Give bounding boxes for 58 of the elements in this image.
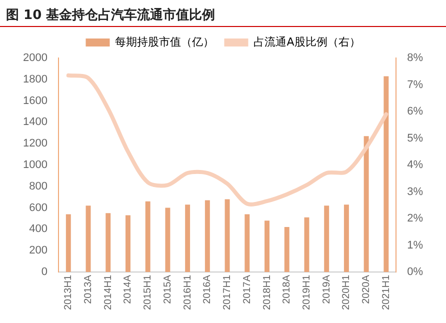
legend-label: 每期持股市值（亿） — [115, 35, 214, 48]
y-tick-label: 0 — [41, 266, 48, 278]
y2-tick-label: 3% — [407, 186, 424, 198]
y-tick-label: 600 — [29, 202, 48, 214]
bar — [364, 136, 369, 272]
bar — [106, 213, 111, 272]
y-tick-label: 1400 — [22, 116, 48, 128]
y-tick-label: 1600 — [22, 94, 48, 107]
x-tick-label: 2016A — [202, 274, 214, 304]
x-tick-label: 2017H1 — [222, 274, 234, 310]
y-tick-label: 400 — [29, 223, 48, 236]
bar — [284, 227, 290, 272]
x-tick-label: 2021H1 — [380, 274, 392, 310]
x-tick-label: 2013H1 — [63, 274, 74, 310]
bar — [145, 201, 150, 272]
y-tick-label: 200 — [29, 244, 48, 257]
bar — [86, 206, 91, 272]
x-tick-label: 2014H1 — [102, 274, 114, 310]
legend-label: 占流通A股比例（右） — [254, 35, 360, 48]
x-tick-label: 2014A — [122, 274, 134, 304]
chart-title: 图 10 基金持仓占汽车流通市值比例 — [0, 0, 446, 27]
bar — [165, 208, 170, 272]
bar — [224, 199, 230, 272]
x-tick-label: 2020A — [361, 274, 372, 304]
x-tick-label: 2013A — [83, 274, 94, 304]
x-tick-label: 2020H1 — [341, 274, 352, 310]
y2-tick-label: 7% — [407, 78, 424, 91]
x-tick-label: 2015H1 — [142, 274, 154, 310]
x-tick-label: 2018H1 — [262, 274, 273, 310]
bar — [66, 214, 71, 272]
y2-tick-label: 6% — [407, 106, 424, 118]
bar — [185, 204, 190, 272]
bar — [384, 76, 389, 272]
x-tick-label: 2019A — [321, 274, 332, 304]
y-tick-label: 1800 — [22, 73, 48, 86]
line-series — [66, 73, 388, 206]
bar — [304, 217, 310, 272]
y2-tick-label: 8% — [407, 52, 424, 64]
y-tick-label: 1000 — [22, 159, 48, 172]
x-tick-label: 2017A — [242, 274, 253, 304]
bar — [264, 220, 270, 272]
y2-tick-label: 0% — [407, 266, 424, 278]
x-tick-label: 2015A — [162, 274, 174, 304]
y2-tick-label: 4% — [407, 159, 424, 172]
x-tick-label: 2018A — [282, 274, 293, 304]
bar — [244, 214, 250, 272]
y-tick-label: 800 — [29, 180, 48, 192]
bar — [126, 215, 130, 272]
bar — [204, 200, 210, 272]
y2-tick-label: 5% — [407, 132, 424, 144]
bar — [344, 204, 349, 272]
y-tick-label: 1200 — [22, 138, 48, 150]
x-tick-label: 2016H1 — [182, 274, 194, 310]
bar — [324, 206, 330, 272]
y-tick-label: 2000 — [22, 52, 48, 64]
y2-tick-label: 1% — [407, 239, 424, 252]
y2-tick-label: 2% — [407, 212, 424, 225]
x-tick-label: 2019H1 — [301, 274, 312, 310]
